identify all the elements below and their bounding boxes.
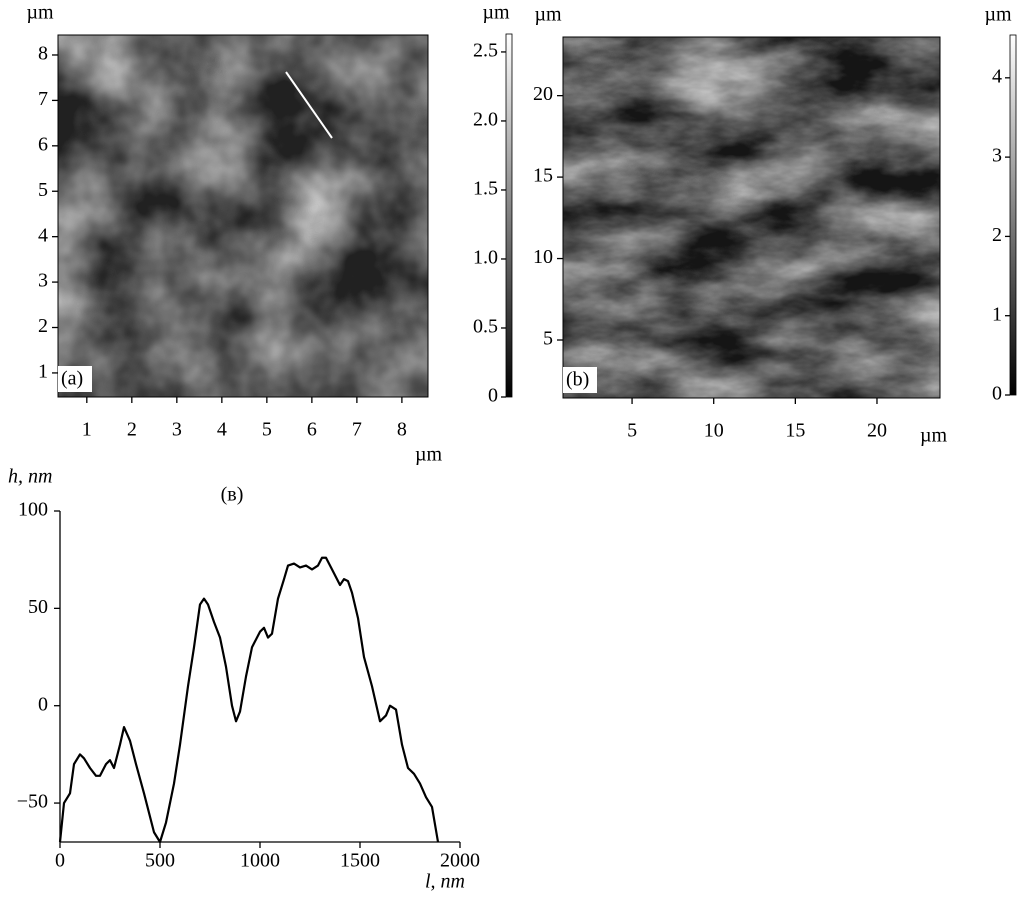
colorbar-tick-label: 2.0 bbox=[473, 109, 498, 131]
colorbar-tick-label: 0.5 bbox=[473, 316, 498, 338]
colorbar-tick-label: 2 bbox=[992, 224, 1002, 246]
x-tick-label: 1000 bbox=[240, 850, 280, 872]
x-tick-label: 2 bbox=[127, 419, 137, 441]
y-tick-label: 10 bbox=[533, 246, 553, 268]
panel-label: (a) bbox=[61, 368, 83, 390]
chart-title: (в) bbox=[221, 484, 244, 506]
image-frame bbox=[562, 36, 941, 399]
y-tick-label: 8 bbox=[38, 43, 48, 65]
x-tick-label: 6 bbox=[307, 419, 317, 441]
colorbar-tick-label: 3 bbox=[992, 145, 1002, 167]
y-tick-label: 1 bbox=[38, 361, 48, 383]
afm-texture-b bbox=[563, 37, 940, 398]
x-axis-label: µm bbox=[415, 444, 443, 466]
y-tick-label: 0 bbox=[38, 693, 48, 715]
colorbar-tick-label: 0 bbox=[488, 385, 498, 407]
x-axis-label: µm bbox=[920, 425, 948, 447]
x-tick-label: 7 bbox=[352, 419, 362, 441]
x-tick-label: 5 bbox=[262, 419, 272, 441]
colorbar-tick-label: 2.5 bbox=[473, 40, 498, 62]
y-tick-label: −50 bbox=[17, 791, 48, 813]
x-tick-label: 10 bbox=[704, 420, 724, 442]
colorbar-tick-label: 4 bbox=[992, 65, 1002, 87]
x-tick-label: 8 bbox=[397, 419, 407, 441]
x-tick-label: 3 bbox=[172, 419, 182, 441]
x-axis-label: l, nm bbox=[425, 871, 465, 893]
profile-curve bbox=[58, 556, 440, 844]
x-tick-label: 5 bbox=[627, 420, 637, 442]
panel-label-box bbox=[563, 367, 597, 393]
y-tick-label: 4 bbox=[38, 224, 48, 246]
y-tick-label: 3 bbox=[38, 270, 48, 292]
y-tick-label: 100 bbox=[18, 499, 48, 521]
y-axis-label: µm bbox=[26, 2, 54, 24]
y-tick-label: 15 bbox=[533, 165, 553, 187]
afm-texture-a bbox=[58, 35, 428, 397]
x-tick-label: 1 bbox=[82, 419, 92, 441]
x-tick-label: 15 bbox=[785, 420, 805, 442]
x-tick-label: 1500 bbox=[340, 850, 380, 872]
colorbar bbox=[1009, 34, 1017, 396]
colorbar-label: µm bbox=[984, 4, 1012, 26]
colorbar-tick-label: 1.5 bbox=[473, 178, 498, 200]
panel-label-box bbox=[58, 366, 92, 392]
y-tick-label: 50 bbox=[28, 596, 48, 618]
x-tick-label: 0 bbox=[55, 850, 65, 872]
colorbar-tick-label: 0 bbox=[992, 383, 1002, 405]
colorbar-label: µm bbox=[482, 2, 510, 24]
profile-line bbox=[285, 71, 333, 139]
x-tick-label: 4 bbox=[217, 419, 227, 441]
colorbar-tick-label: 1.0 bbox=[473, 247, 498, 269]
x-tick-label: 20 bbox=[867, 420, 887, 442]
colorbar-tick-label: 1 bbox=[992, 303, 1002, 325]
y-tick-label: 2 bbox=[38, 315, 48, 337]
panel-label: (b) bbox=[566, 369, 589, 391]
colorbar bbox=[505, 33, 513, 398]
image-frame bbox=[57, 34, 429, 398]
y-axis-label: µm bbox=[534, 4, 562, 26]
y-tick-label: 5 bbox=[543, 328, 553, 350]
y-tick-label: 6 bbox=[38, 133, 48, 155]
x-tick-label: 2000 bbox=[440, 850, 480, 872]
y-axis-label: h, nm bbox=[8, 466, 52, 488]
y-tick-label: 5 bbox=[38, 179, 48, 201]
x-tick-label: 500 bbox=[145, 850, 175, 872]
y-tick-label: 20 bbox=[533, 83, 553, 105]
y-tick-label: 7 bbox=[38, 88, 48, 110]
